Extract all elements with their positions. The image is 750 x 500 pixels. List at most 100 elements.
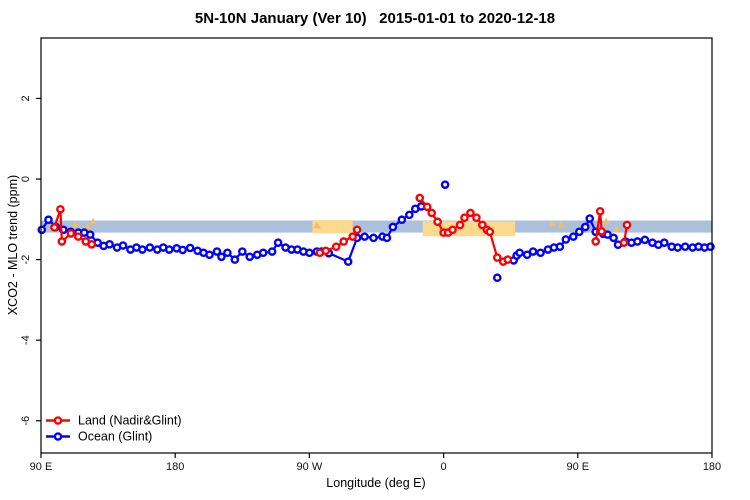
triangle-marker — [71, 220, 80, 228]
x-tick-label: 0 — [441, 461, 447, 473]
legend-marker — [53, 432, 63, 441]
ocean-series-point — [212, 247, 222, 256]
ocean-series-point — [258, 248, 268, 258]
ocean-series-point — [205, 250, 214, 260]
ocean-series-point — [217, 252, 226, 262]
land-series-point — [57, 237, 67, 246]
y-tick-label: 0 — [20, 176, 32, 182]
ocean-series-point — [673, 243, 683, 252]
land-series-point — [87, 239, 96, 249]
land-series-point — [66, 229, 76, 238]
triangle-marker — [548, 219, 557, 227]
land-series-point — [597, 227, 606, 236]
y-tick-label: -4 — [20, 335, 32, 345]
ocean-series-point — [633, 237, 642, 246]
triangle-marker — [312, 221, 321, 229]
ocean-series-point — [185, 243, 195, 253]
ocean-series-point — [515, 248, 524, 258]
ocean-series-point — [405, 210, 414, 220]
y-tick-label: 2 — [20, 95, 32, 101]
land-series-point — [321, 246, 331, 256]
ocean-series-point — [640, 235, 650, 245]
ocean-series-point — [369, 233, 378, 243]
ocean-series-point — [382, 233, 392, 243]
triangle-marker — [612, 225, 621, 233]
reference-band — [41, 220, 712, 233]
ocean-series-point — [528, 247, 538, 256]
land-series-point — [492, 253, 502, 262]
ocean-series-point — [659, 238, 669, 247]
land-series-point — [485, 227, 495, 237]
ocean-series-point — [603, 230, 612, 239]
x-tick-label: 180 — [703, 461, 721, 473]
y-tick-label: -6 — [20, 416, 32, 426]
ocean-series-point — [105, 239, 114, 249]
ocean-series-point — [360, 232, 369, 241]
land-series-point — [591, 237, 600, 246]
x-tick-label: 180 — [166, 461, 184, 473]
ocean-series-point — [680, 242, 690, 252]
land-series-point — [352, 225, 362, 235]
ocean-series-outlier-point — [440, 180, 450, 189]
x-tick-label: 90 E — [566, 461, 589, 473]
ocean-series-point — [230, 255, 240, 264]
ocean-series-point — [37, 225, 47, 235]
ocean-series-point — [178, 245, 187, 255]
land-series-point — [619, 238, 629, 247]
x-tick-label: 90 E — [30, 461, 53, 473]
ocean-series-point — [388, 222, 398, 232]
ocean-series-point — [305, 248, 314, 258]
ocean-series-point — [555, 242, 565, 252]
ocean-series-point — [223, 248, 232, 258]
land-series-point — [478, 220, 487, 230]
land-series-point — [339, 237, 348, 246]
land-series-point — [56, 204, 65, 214]
land-series-point — [427, 208, 436, 218]
land-series-point — [73, 232, 83, 241]
ocean-series-point — [561, 235, 571, 244]
land-series-point — [415, 193, 425, 203]
ocean-series-point — [580, 222, 590, 232]
ocean-series-point — [609, 233, 618, 243]
land-series-point — [460, 213, 469, 222]
ocean-series-point — [706, 242, 715, 252]
land-series-point — [448, 225, 457, 235]
ocean-series-point — [118, 241, 128, 250]
land-series-point — [50, 223, 59, 232]
triangle-marker — [83, 222, 92, 230]
ocean-series-point — [397, 215, 407, 225]
ocean-series-point — [145, 243, 155, 252]
y-tick-label: -2 — [20, 255, 32, 265]
ocean-series-point — [574, 227, 584, 237]
ocean-series-point — [44, 215, 53, 225]
triangle-marker — [89, 217, 98, 225]
highlight-patch — [312, 220, 353, 234]
legend-label: Land (Nadir&Glint) — [78, 414, 182, 428]
triangle-marker — [557, 221, 566, 228]
x-axis-title: Longitude (deg E) — [326, 476, 426, 490]
chart-title: 5N-10N January (Ver 10) 2015-01-01 to 20… — [194, 10, 556, 27]
land-series-point — [433, 217, 442, 227]
land-series-point — [466, 208, 475, 218]
legend-label: Ocean (Glint) — [78, 430, 152, 444]
land-series-point — [348, 232, 357, 241]
ocean-series-point — [343, 257, 353, 266]
ocean-series-point — [569, 232, 578, 241]
land-series-point — [455, 220, 465, 230]
land-series-point — [503, 255, 513, 264]
land-series-point — [622, 220, 632, 230]
triangle-marker — [602, 217, 611, 225]
ocean-series-point — [273, 238, 283, 247]
land-series-point — [595, 206, 605, 216]
ocean-series-point — [522, 250, 532, 260]
ocean-series-point — [245, 252, 255, 262]
land-series-point — [331, 242, 341, 252]
legend-marker — [53, 416, 63, 425]
ocean-series-point — [267, 247, 277, 256]
ocean-series-point — [138, 245, 147, 254]
ocean-series-outlier-point — [492, 273, 502, 283]
x-tick-label: 90 W — [297, 461, 323, 473]
ocean-series-point — [536, 248, 545, 258]
plot-box — [40, 37, 713, 454]
